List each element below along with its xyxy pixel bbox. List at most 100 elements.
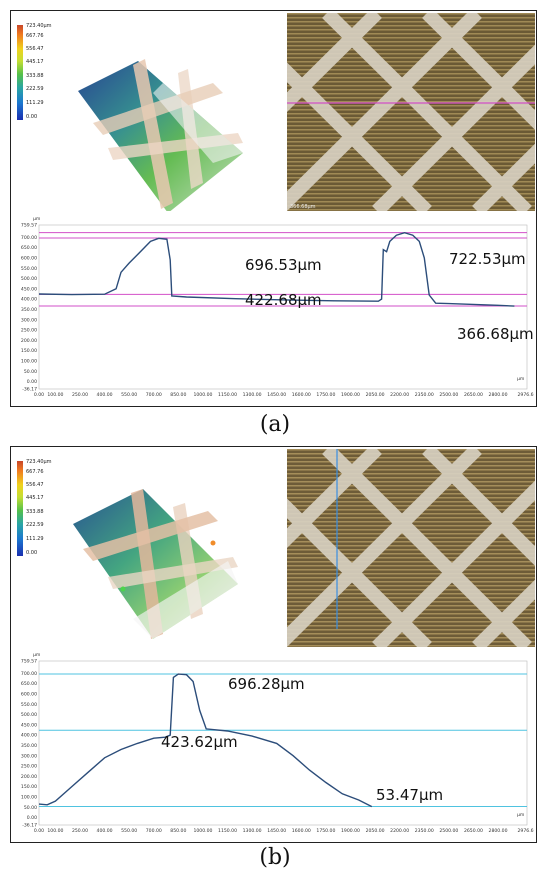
x-tick-label: 250.00 xyxy=(72,828,88,834)
height-profile-chart: μm μm 759.57 700.00 650.00 600.00 550.00 500.… xyxy=(13,213,537,403)
y-unit: μm xyxy=(33,217,41,222)
annotation: 366.68μm xyxy=(457,325,534,343)
x-tick-label: 550.00 xyxy=(121,828,137,834)
x-tick-label: 1600.00 xyxy=(292,392,311,398)
height-colorbar xyxy=(17,25,23,120)
scale-text: 366.68μm xyxy=(290,204,316,210)
x-tick-label: 700.00 xyxy=(146,828,162,834)
colorbar-label: 445.17 xyxy=(26,59,44,65)
x-tick-label: 100.00 xyxy=(47,392,63,398)
colorbar-label: 556.47 xyxy=(26,46,44,52)
y-tick-label: 600.00 xyxy=(21,691,37,697)
x-tick-label: 2050.00 xyxy=(366,828,385,834)
y-tick-label: 500.00 xyxy=(21,276,37,282)
x-tick-label: 1300.00 xyxy=(243,828,262,834)
y-tick-label: 0.00 xyxy=(27,815,37,821)
x-tick-label: 2350.00 xyxy=(415,392,434,398)
microscope-image: 366.68μm xyxy=(287,13,535,211)
y-tick-label: 650.00 xyxy=(21,245,37,251)
x-tick-label: 0.00 xyxy=(34,392,44,398)
y-tick-label: -36.17 xyxy=(22,387,37,393)
y-tick-label: 300.00 xyxy=(21,753,37,759)
y-unit: μm xyxy=(33,653,41,658)
colorbar-label: 111.29 xyxy=(26,100,44,106)
y-tick-label: 759.57 xyxy=(21,659,37,665)
colorbar-label: 111.29 xyxy=(26,536,44,542)
surface-3d-render xyxy=(73,489,238,639)
x-tick-label: 1450.00 xyxy=(267,828,286,834)
marker-point-green xyxy=(120,586,126,592)
x-tick-label: 250.00 xyxy=(72,392,88,398)
x-tick-label: 2976.69 xyxy=(518,828,535,834)
x-tick-label: 1150.00 xyxy=(218,392,237,398)
x-tick-label: 1750.00 xyxy=(316,392,335,398)
x-tick-label: 700.00 xyxy=(146,392,162,398)
colorbar-label: 222.59 xyxy=(26,86,44,92)
panel-b: 723.40μm 667.76 556.47 445.17 333.88 222… xyxy=(10,446,537,843)
annotation: 53.47μm xyxy=(376,786,443,804)
y-tick-label: 550.00 xyxy=(21,702,37,708)
annotation: 696.53μm xyxy=(245,256,322,274)
colorbar-label: 667.76 xyxy=(26,33,44,39)
x-tick-label: 1900.00 xyxy=(341,828,360,834)
colorbar-label: 222.59 xyxy=(26,522,44,528)
y-tick-label: 50.00 xyxy=(24,369,37,375)
x-tick-label: 2650.00 xyxy=(464,392,483,398)
y-tick-label: 150.00 xyxy=(21,784,37,790)
y-tick-label: 700.00 xyxy=(21,235,37,241)
x-tick-label: 2976.69 xyxy=(518,392,535,398)
mesh-photo: 366.68μm xyxy=(287,13,535,211)
colorbar-label: 556.47 xyxy=(26,482,44,488)
y-tick-label: -36.17 xyxy=(22,823,37,829)
height-profile-chart: μm μm 759.57 700.00 650.00 600.00 550.00 500.… xyxy=(13,649,537,839)
colorbar-label: 667.76 xyxy=(26,469,44,475)
y-tick-label: 250.00 xyxy=(21,764,37,770)
microscope-image xyxy=(287,449,535,647)
x-tick-label: 400.00 xyxy=(97,392,113,398)
x-tick-label: 2800.00 xyxy=(489,828,508,834)
surface-3d-view: 723.40μm 667.76 556.47 445.17 333.88 222… xyxy=(13,13,285,211)
colorbar-label: 0.00 xyxy=(26,114,38,120)
y-tick-label: 600.00 xyxy=(21,255,37,261)
colorbar-label: 445.17 xyxy=(26,495,44,501)
caption-b: (b) xyxy=(259,845,291,870)
y-tick-label: 250.00 xyxy=(21,328,37,334)
x-tick-label: 550.00 xyxy=(121,392,137,398)
x-unit: μm xyxy=(517,813,525,818)
y-tick-label: 100.00 xyxy=(21,795,37,801)
colorbar-label: 333.88 xyxy=(26,509,44,515)
y-tick-label: 300.00 xyxy=(21,317,37,323)
x-tick-label: 2350.00 xyxy=(415,828,434,834)
marker-point-orange xyxy=(210,540,216,546)
y-tick-label: 350.00 xyxy=(21,307,37,313)
caption-a: (a) xyxy=(259,412,291,437)
x-tick-label: 1150.00 xyxy=(218,828,237,834)
surface-3d-render xyxy=(78,59,243,211)
colorbar-label: 723.40μm xyxy=(26,23,52,29)
height-colorbar xyxy=(17,461,23,556)
colorbar-label: 333.88 xyxy=(26,73,44,79)
y-tick-label: 650.00 xyxy=(21,681,37,687)
x-tick-label: 1600.00 xyxy=(292,828,311,834)
colorbar-label: 723.40μm xyxy=(26,459,52,465)
x-tick-label: 0.00 xyxy=(34,828,44,834)
x-tick-label: 1750.00 xyxy=(316,828,335,834)
y-tick-label: 0.00 xyxy=(27,379,37,385)
x-tick-label: 1000.00 xyxy=(193,828,212,834)
x-tick-label: 2050.00 xyxy=(366,392,385,398)
y-tick-label: 450.00 xyxy=(21,722,37,728)
x-unit: μm xyxy=(517,377,525,382)
x-tick-label: 100.00 xyxy=(47,828,63,834)
y-tick-label: 150.00 xyxy=(21,348,37,354)
profile-svg: μm μm 759.57 700.00 650.00 600.00 550.00 500.… xyxy=(21,653,537,834)
x-tick-label: 1450.00 xyxy=(267,392,286,398)
y-tick-label: 200.00 xyxy=(21,338,37,344)
y-tick-label: 759.57 xyxy=(21,223,37,229)
x-tick-label: 1900.00 xyxy=(341,392,360,398)
y-tick-label: 200.00 xyxy=(21,774,37,780)
y-tick-label: 550.00 xyxy=(21,266,37,272)
y-tick-label: 350.00 xyxy=(21,743,37,749)
annotation: 423.62μm xyxy=(161,733,238,751)
annotation: 722.53μm xyxy=(449,250,526,268)
y-tick-label: 700.00 xyxy=(21,671,37,677)
